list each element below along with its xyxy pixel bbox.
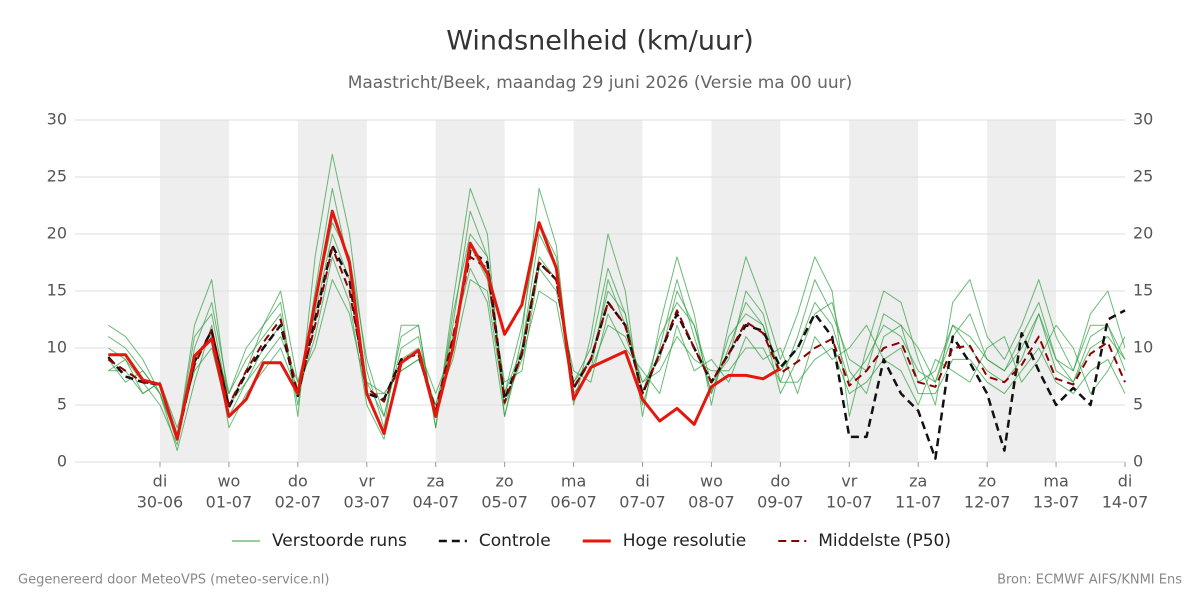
legend-label: Verstoorde runs — [272, 531, 407, 551]
x-tick-label: di — [153, 472, 168, 491]
x-tick-label: vr — [841, 472, 857, 491]
legend-label: Controle — [479, 531, 551, 551]
x-tick-date: 09-07 — [757, 493, 804, 512]
x-tick-label: wo — [700, 472, 723, 491]
x-tick-date: 10-07 — [826, 493, 873, 512]
legend-label: Middelste (P50) — [818, 531, 951, 551]
legend: Verstoorde runs Controle Hoge resolutie Mid… — [232, 531, 951, 551]
x-tick-label: ma — [1043, 472, 1068, 491]
chart-title: Windsnelheid (km/uur) — [446, 26, 754, 57]
y2-tick-label: 5 — [1133, 395, 1143, 414]
y2-tick-label: 15 — [1133, 281, 1153, 300]
y2-tick-label: 30 — [1133, 110, 1153, 129]
x-tick-date: 30-06 — [137, 493, 184, 512]
x-tick-label: wo — [217, 472, 240, 491]
y-tick-label: 0 — [57, 452, 67, 471]
footer-left: Gegenereerd door MeteoVPS (meteo-service… — [18, 573, 329, 588]
x-tick-label: di — [635, 472, 650, 491]
x-tick-date: 13-07 — [1033, 493, 1080, 512]
x-tick-date: 03-07 — [344, 493, 391, 512]
y-tick-label: 10 — [47, 338, 67, 357]
line — [107, 244, 1126, 452]
y-tick-label: 20 — [47, 224, 67, 243]
x-tick-label: zo — [978, 472, 996, 491]
x-tick-label: za — [909, 472, 927, 491]
x-tick-label: ma — [561, 472, 586, 491]
y2-tick-label: 20 — [1133, 224, 1153, 243]
x-tick-date: 14-07 — [1102, 493, 1149, 512]
y2-tick-label: 10 — [1133, 338, 1153, 357]
y-tick-label: 15 — [47, 281, 67, 300]
y2-tick-label: 0 — [1133, 452, 1143, 471]
x-tick-label: do — [770, 472, 790, 491]
footer-right: Bron: ECMWF AIFS/KNMI Ens — [997, 573, 1182, 588]
x-tick-label: do — [288, 472, 308, 491]
x-tick-label: zo — [496, 472, 514, 491]
legend-label: Hoge resolutie — [623, 531, 747, 551]
x-tick-label: vr — [359, 472, 375, 491]
chart-subtitle: Maastricht/Beek, maandag 29 juni 2026 (V… — [348, 73, 853, 93]
x-tick-date: 02-07 — [275, 493, 322, 512]
y2-tick-label: 25 — [1133, 167, 1153, 186]
x-tick-date: 11-07 — [895, 493, 942, 512]
x-tick-date: 08-07 — [688, 493, 735, 512]
line — [108, 153, 1126, 440]
x-tick-date: 04-07 — [412, 493, 459, 512]
line — [108, 209, 782, 441]
x-tick-date: 05-07 — [481, 493, 528, 512]
x-tick-label: di — [1118, 472, 1133, 491]
x-tick-date: 12-07 — [964, 493, 1011, 512]
y-tick-label: 30 — [47, 110, 67, 129]
x-tick-date: 06-07 — [550, 493, 597, 512]
y-tick-label: 25 — [47, 167, 67, 186]
dashed-line — [107, 244, 1126, 460]
x-tick-label: za — [427, 472, 445, 491]
x-tick-date: 01-07 — [206, 493, 253, 512]
y-tick-label: 5 — [57, 395, 67, 414]
line — [108, 187, 1126, 446]
x-tick-date: 07-07 — [619, 493, 666, 512]
